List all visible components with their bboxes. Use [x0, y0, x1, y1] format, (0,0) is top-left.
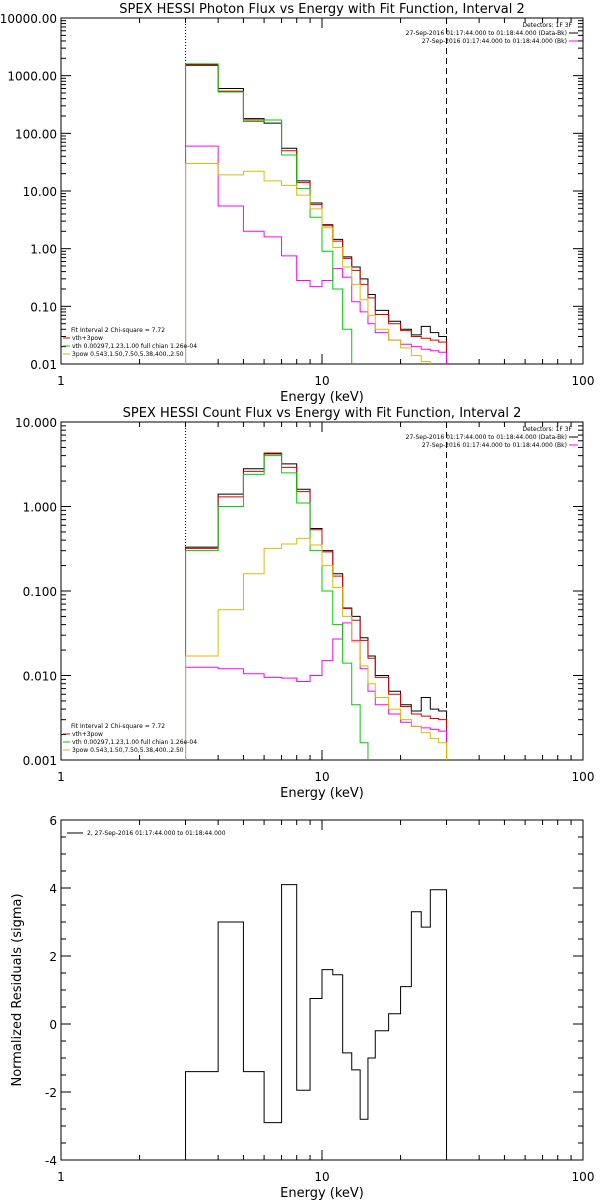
y-tick-label: 0.01	[30, 358, 57, 372]
chart-title: SPEX HESSI Photon Flux vs Energy with Fi…	[119, 2, 525, 17]
y-tick-label: 6	[49, 814, 57, 828]
y-tick-label: 0.001	[23, 754, 57, 768]
y-tick-label: 2	[49, 950, 57, 964]
chart-panel-1: SPEX HESSI Photon Flux vs Energy with Fi…	[0, 2, 594, 405]
x-tick-label: 1	[57, 374, 65, 388]
legend-fit-header: Fit Interval 2 Chi-square = 7.72	[71, 723, 165, 730]
x-tick-label: 100	[572, 1170, 595, 1184]
x-axis-label: Energy (keV)	[280, 1186, 364, 1200]
series-line-3	[185, 622, 448, 760]
plot-frame	[60, 17, 584, 365]
series-line-4	[185, 455, 448, 760]
series-line-2	[185, 452, 448, 760]
y-tick-label: 10.000	[15, 416, 57, 430]
series-line-1	[185, 884, 448, 1160]
legend-detectors: Detectors: 1F 3F	[522, 22, 572, 29]
y-tick-label: -2	[45, 1086, 57, 1100]
y-tick-label: 0.10	[30, 300, 57, 314]
x-tick-label: 100	[572, 374, 595, 388]
series-line-5	[185, 162, 448, 364]
x-tick-label: 10	[314, 374, 329, 388]
y-tick-label: -4	[45, 1154, 57, 1168]
series-line-5	[185, 537, 448, 760]
legend-fit-item: vth+3pow	[72, 335, 103, 342]
legend-fit-item: 3pow 0.543,1.50,7.50,5.38,400.,2.50	[72, 351, 184, 358]
legend-fit-item: vth 0.00297,1.23,1.00 full chian 1.26e-0…	[72, 739, 197, 746]
legend-detectors: Detectors: 1F 3F	[522, 426, 572, 433]
series-line-4	[185, 63, 448, 364]
y-tick-label: 10000.00	[0, 12, 57, 26]
x-tick-label: 10	[314, 1170, 329, 1184]
x-axis-label: Energy (keV)	[280, 786, 364, 801]
x-axis-label: Energy (keV)	[280, 390, 364, 405]
y-tick-label: 0.100	[23, 585, 57, 599]
x-tick-label: 1	[57, 1170, 65, 1184]
x-tick-label: 1	[57, 770, 65, 784]
y-tick-label: 1000.00	[7, 70, 57, 84]
chart-panel-3: 1 10 100 -4 -2 0 2 4 6 Energy (keV) Normalized Res…	[10, 814, 594, 1200]
x-tick-label: 10	[314, 770, 329, 784]
chart-panel-2: SPEX HESSI Count Flux vs Energy with Fit…	[15, 406, 594, 801]
y-axis-label: Normalized Residuals (sigma)	[10, 893, 25, 1086]
series-line-1	[185, 64, 448, 364]
legend-fit-item: vth+3pow	[72, 731, 103, 738]
y-tick-label: 100.00	[15, 127, 57, 141]
legend-fit-header: Fit Interval 2 Chi-square = 7.72	[71, 327, 165, 334]
legend-entry-data-bk: 27-Sep-2016 01:17:44.000 to 01:18:44.000…	[406, 434, 567, 441]
y-tick-label: 0.010	[23, 670, 57, 684]
series-line-3	[185, 145, 448, 364]
y-tick-label: 1.000	[23, 501, 57, 515]
legend-residual: 2, 27-Sep-2016 01:17:44.000 to 01:18:44.…	[87, 830, 226, 837]
series-line-1	[185, 453, 448, 760]
x-tick-label: 100	[572, 770, 595, 784]
y-tick-label: 0	[49, 1018, 57, 1032]
y-tick-label: 1.00	[30, 243, 57, 257]
legend-fit-item: vth 0.00297,1.23,1.00 full chian 1.26e-0…	[72, 343, 197, 350]
legend-entry-bk: 27-Sep-2016 01:17:44.000 to 01:18:44.000…	[422, 38, 567, 45]
legend-fit-item: 3pow 0.543,1.50,7.50,5.38,400.,2.50	[72, 747, 184, 754]
y-tick-label: 10.00	[23, 185, 57, 199]
legend-entry-data-bk: 27-Sep-2016 01:17:44.000 to 01:18:44.000…	[406, 30, 567, 37]
series-line-2	[185, 65, 448, 364]
chart-title: SPEX HESSI Count Flux vs Energy with Fit…	[123, 406, 522, 421]
legend-entry-bk: 27-Sep-2016 01:17:44.000 to 01:18:44.000…	[422, 442, 567, 449]
y-tick-label: 4	[49, 882, 57, 896]
